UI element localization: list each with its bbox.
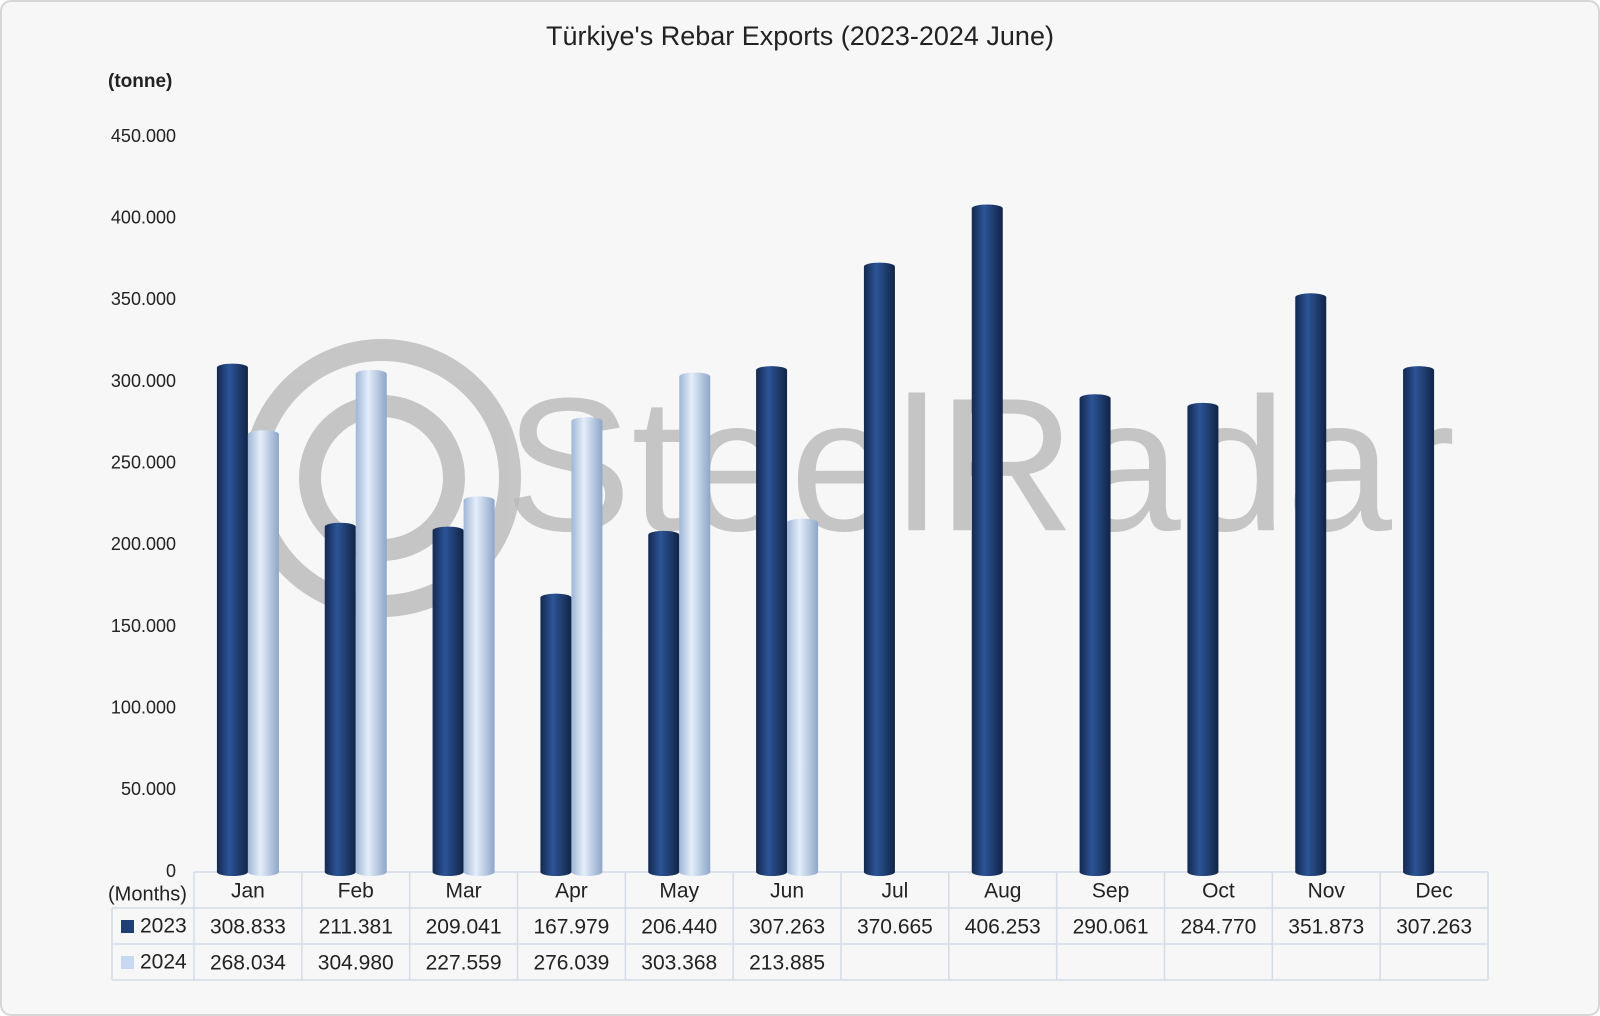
x-axis-label: (Months)	[108, 883, 187, 905]
bar	[648, 530, 680, 876]
table-value: 211.381	[319, 916, 393, 939]
x-tick-label: Feb	[338, 880, 374, 903]
bar	[1079, 394, 1111, 876]
table-value: 206.440	[641, 916, 717, 939]
table-value: 167.979	[533, 916, 609, 939]
x-tick-label: Aug	[984, 880, 1021, 903]
bar	[756, 366, 788, 876]
table-value: 307.263	[1396, 916, 1472, 939]
bar	[1295, 293, 1327, 876]
x-tick-label: Mar	[445, 880, 481, 903]
y-tick-label: 50.000	[121, 779, 176, 799]
x-tick-label: Nov	[1308, 880, 1346, 903]
y-tick-label: 100.000	[111, 697, 176, 717]
bar	[571, 417, 603, 876]
table-value: 370.665	[857, 916, 933, 939]
table-value: 290.061	[1073, 916, 1149, 939]
bar	[432, 526, 464, 876]
x-tick-label: Jan	[231, 880, 265, 903]
table-value: 351.873	[1288, 916, 1364, 939]
bar	[247, 430, 279, 876]
table-value: 276.039	[533, 952, 609, 975]
legend-swatch	[121, 920, 134, 933]
bar	[1187, 402, 1219, 876]
y-tick-label: 450.000	[111, 126, 176, 146]
x-tick-label: May	[659, 880, 699, 903]
bar	[355, 369, 387, 876]
x-tick-label: Dec	[1415, 880, 1452, 903]
chart-title: Türkiye's Rebar Exports (2023-2024 June)	[546, 21, 1054, 51]
legend-swatch	[121, 956, 134, 969]
table-value: 406.253	[965, 916, 1041, 939]
y-tick-label: 250.000	[111, 452, 176, 472]
x-tick-label: Oct	[1202, 880, 1235, 903]
bar	[216, 363, 248, 876]
bar	[1403, 366, 1435, 876]
table-value: 209.041	[426, 916, 502, 939]
y-tick-label: 200.000	[111, 534, 176, 554]
table-value: 227.559	[426, 952, 502, 975]
legend-label: 2024	[140, 951, 187, 974]
table-value: 213.885	[749, 952, 825, 975]
bar	[863, 262, 895, 876]
bar	[679, 372, 711, 876]
bar	[324, 522, 356, 876]
x-tick-label: Jun	[770, 880, 804, 903]
y-tick-label: 0	[166, 861, 176, 881]
legend-label: 2023	[140, 915, 187, 938]
y-tick-label: 150.000	[111, 616, 176, 636]
y-axis-label: (tonne)	[108, 71, 172, 92]
bar	[540, 593, 572, 876]
bar	[971, 204, 1003, 876]
x-tick-label: Jul	[881, 880, 908, 903]
x-tick-label: Sep	[1092, 880, 1129, 903]
table-value: 284.770	[1180, 916, 1256, 939]
table-value: 308.833	[210, 916, 286, 939]
y-tick-label: 350.000	[111, 289, 176, 309]
table-value: 307.263	[749, 916, 825, 939]
y-tick-label: 400.000	[111, 207, 176, 227]
bar	[787, 518, 819, 876]
y-tick-label: 300.000	[111, 371, 176, 391]
table-value: 268.034	[210, 952, 286, 975]
table-value: 304.980	[318, 952, 394, 975]
table-value: 303.368	[641, 952, 717, 975]
x-tick-label: Apr	[555, 880, 588, 903]
bar	[463, 496, 495, 876]
